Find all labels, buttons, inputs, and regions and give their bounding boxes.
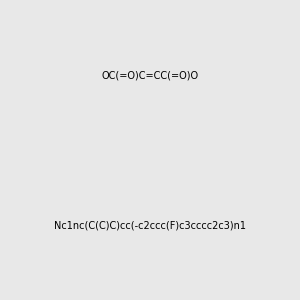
Text: Nc1nc(C(C)C)cc(-c2ccc(F)c3cccc2c3)n1: Nc1nc(C(C)C)cc(-c2ccc(F)c3cccc2c3)n1 [54, 220, 246, 230]
Text: OC(=O)C=CC(=O)O: OC(=O)C=CC(=O)O [101, 70, 199, 80]
